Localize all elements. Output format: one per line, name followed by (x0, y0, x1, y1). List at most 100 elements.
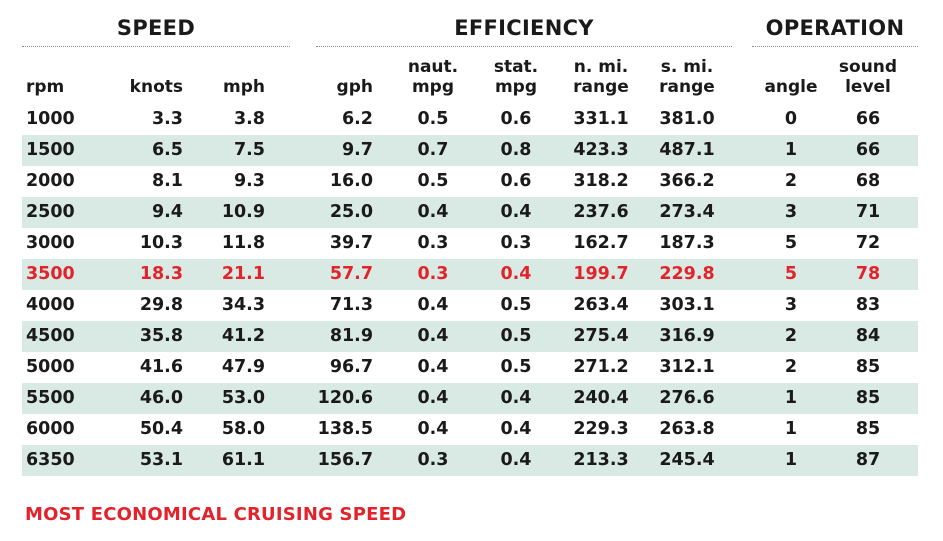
cell-sound: 85 (855, 357, 881, 377)
cell-n-range: 263.4 (573, 295, 629, 315)
table-row: 1000 3.3 3.8 6.2 0.5 0.6 331.1 381.0 0 66 (22, 104, 918, 135)
column-header-line1: s. mi. (660, 57, 714, 77)
cell-sound: 66 (855, 109, 881, 129)
column-header-n-range: n. mi. range (556, 53, 646, 97)
column-header-line2: mph (223, 77, 265, 97)
column-header-line1: stat. (493, 57, 539, 77)
cell-gph: 6.2 (341, 109, 373, 129)
cell-angle: 3 (784, 202, 798, 222)
table-row: 4500 35.8 41.2 81.9 0.4 0.5 275.4 316.9 2 84 (22, 321, 918, 352)
cell-angle: 1 (784, 388, 798, 408)
table-row: 6350 53.1 61.1 156.7 0.3 0.4 213.3 245.4 1 87 (22, 445, 918, 476)
cell-naut-mpg: 0.4 (417, 357, 449, 377)
cell-mph: 21.1 (221, 264, 265, 284)
cell-stat-mpg: 0.6 (500, 171, 532, 191)
cell-rpm: 2500 (26, 202, 75, 222)
cell-n-range: 240.4 (573, 388, 629, 408)
column-header-line1: naut. (407, 57, 459, 77)
cell-s-range: 316.9 (659, 326, 715, 346)
cell-n-range: 229.3 (573, 419, 629, 439)
cell-s-range: 366.2 (659, 171, 715, 191)
column-header-line2: knots (129, 77, 183, 97)
cell-knots: 29.8 (139, 295, 183, 315)
cell-s-range: 187.3 (659, 233, 715, 253)
cell-stat-mpg: 0.4 (500, 388, 532, 408)
cell-stat-mpg: 0.8 (500, 140, 532, 160)
column-header-sound: sound level (823, 53, 913, 97)
column-header-line2: range (659, 77, 715, 97)
cell-knots: 18.3 (139, 264, 183, 284)
cell-naut-mpg: 0.4 (417, 419, 449, 439)
cell-angle: 1 (784, 450, 798, 470)
cell-rpm: 3500 (26, 264, 75, 284)
cell-knots: 9.4 (151, 202, 183, 222)
cell-sound: 87 (855, 450, 881, 470)
cell-n-range: 213.3 (573, 450, 629, 470)
column-header-line1: n. mi. (573, 57, 629, 77)
cell-s-range: 381.0 (659, 109, 715, 129)
cell-sound: 83 (855, 295, 881, 315)
cell-knots: 6.5 (151, 140, 183, 160)
cell-sound: 85 (855, 419, 881, 439)
cell-sound: 66 (855, 140, 881, 160)
cell-n-range: 275.4 (573, 326, 629, 346)
cell-gph: 156.7 (317, 450, 373, 470)
column-header-line2: rpm (26, 77, 65, 97)
cell-sound: 84 (855, 326, 881, 346)
cell-mph: 58.0 (221, 419, 265, 439)
table-row: 3000 10.3 11.8 39.7 0.3 0.3 162.7 187.3 5 72 (22, 228, 918, 259)
cell-rpm: 1000 (26, 109, 75, 129)
cell-stat-mpg: 0.4 (500, 419, 532, 439)
cell-mph: 11.8 (221, 233, 265, 253)
cell-sound: 71 (855, 202, 881, 222)
table-row: 4000 29.8 34.3 71.3 0.4 0.5 263.4 303.1 3 83 (22, 290, 918, 321)
cell-sound: 85 (855, 388, 881, 408)
cell-mph: 53.0 (221, 388, 265, 408)
cell-naut-mpg: 0.4 (417, 295, 449, 315)
cell-gph: 71.3 (329, 295, 373, 315)
cell-gph: 25.0 (329, 202, 373, 222)
cell-gph: 9.7 (341, 140, 373, 160)
cell-naut-mpg: 0.3 (417, 450, 449, 470)
cell-rpm: 4000 (26, 295, 75, 315)
cell-gph: 138.5 (317, 419, 373, 439)
group-divider-efficiency (316, 46, 732, 47)
column-header-mph: mph (175, 53, 265, 97)
cell-sound: 78 (855, 264, 881, 284)
cell-s-range: 273.4 (659, 202, 715, 222)
cell-gph: 57.7 (329, 264, 373, 284)
cell-n-range: 162.7 (573, 233, 629, 253)
table-row: 2000 8.1 9.3 16.0 0.5 0.6 318.2 366.2 2 68 (22, 166, 918, 197)
column-header-line1: sound (838, 57, 898, 77)
cell-stat-mpg: 0.3 (500, 233, 532, 253)
cell-n-range: 318.2 (573, 171, 629, 191)
cell-n-range: 271.2 (573, 357, 629, 377)
cell-n-range: 237.6 (573, 202, 629, 222)
cell-gph: 96.7 (329, 357, 373, 377)
cell-knots: 8.1 (151, 171, 183, 191)
cell-knots: 50.4 (139, 419, 183, 439)
column-header-line2: gph (336, 77, 373, 97)
cell-rpm: 6000 (26, 419, 75, 439)
cell-rpm: 2000 (26, 171, 75, 191)
cell-s-range: 303.1 (659, 295, 715, 315)
cell-mph: 9.3 (233, 171, 265, 191)
column-header-naut-mpg: naut. mpg (388, 53, 478, 97)
table-row: 5000 41.6 47.9 96.7 0.4 0.5 271.2 312.1 2 85 (22, 352, 918, 383)
cell-rpm: 5500 (26, 388, 75, 408)
table-row: 6000 50.4 58.0 138.5 0.4 0.4 229.3 263.8 1 85 (22, 414, 918, 445)
column-header-gph: gph (283, 53, 373, 97)
cell-rpm: 1500 (26, 140, 75, 160)
cell-mph: 41.2 (221, 326, 265, 346)
footnote-legend: MOST ECONOMICAL CRUISING SPEED (25, 504, 407, 525)
cell-angle: 2 (784, 357, 798, 377)
cell-naut-mpg: 0.3 (417, 264, 449, 284)
cell-n-range: 423.3 (573, 140, 629, 160)
cell-knots: 53.1 (139, 450, 183, 470)
table-row: 1500 6.5 7.5 9.7 0.7 0.8 423.3 487.1 1 66 (22, 135, 918, 166)
column-header-knots: knots (93, 53, 183, 97)
cell-gph: 39.7 (329, 233, 373, 253)
cell-s-range: 487.1 (659, 140, 715, 160)
cell-naut-mpg: 0.4 (417, 388, 449, 408)
cell-angle: 5 (784, 264, 798, 284)
